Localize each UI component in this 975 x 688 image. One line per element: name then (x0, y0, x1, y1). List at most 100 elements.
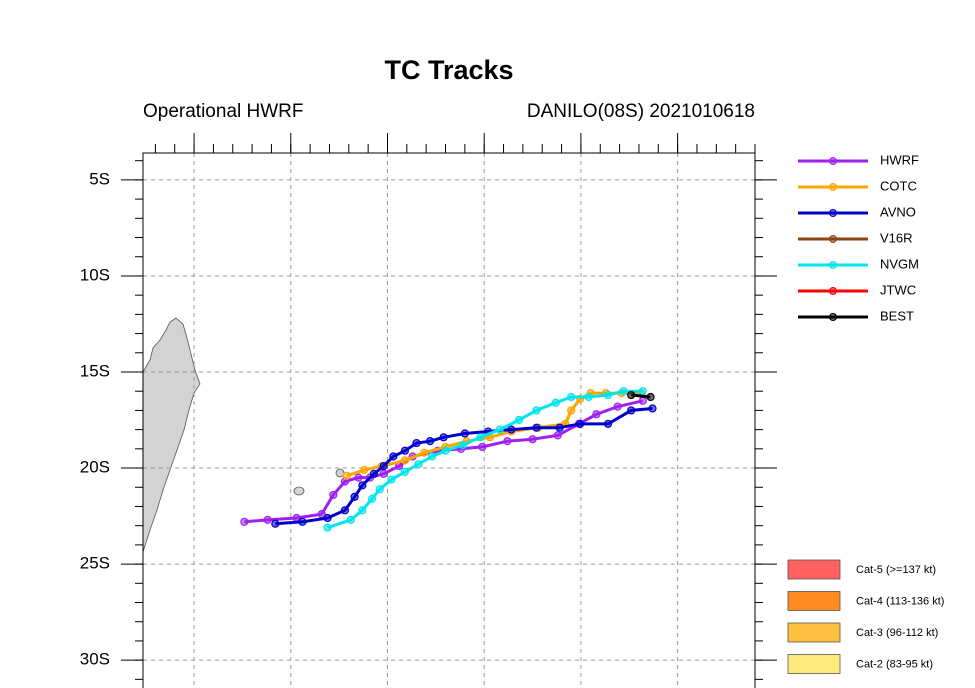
legend-label: AVNO (880, 204, 916, 219)
track-point (507, 425, 516, 434)
island (293, 486, 305, 496)
track-point (425, 437, 435, 446)
track-point (379, 462, 388, 471)
track-point (420, 448, 429, 457)
track-point (532, 423, 541, 432)
track-point (613, 402, 622, 411)
track-point (603, 419, 613, 428)
track-point (240, 517, 249, 526)
y-tick-label: 25S (80, 554, 110, 573)
intensity-label: Cat-3 (96-112 kt) (856, 627, 938, 639)
legend-label: JTWC (880, 282, 916, 297)
track-point (592, 410, 601, 419)
y-tick-label: 20S (80, 458, 110, 477)
intensity-swatch (787, 591, 841, 611)
track-point (627, 390, 636, 400)
track-point (619, 387, 628, 396)
track-point (346, 515, 355, 525)
track-point (528, 435, 537, 444)
legend-label: V16R (880, 230, 913, 245)
legend: HWRF COTC AVNO V16R NVGM JTWC BEST Cat-5 (>=137… (787, 152, 944, 674)
intensity-label: Cat-4 (113-136 kt) (856, 595, 944, 607)
track-point (555, 423, 564, 432)
track-point (400, 467, 409, 476)
legend-marker (829, 235, 837, 243)
intensity-swatch (787, 622, 841, 643)
track-point (478, 442, 487, 452)
intensity-label: Cat-2 (83-95 kt) (856, 658, 933, 670)
track-point (576, 419, 585, 428)
track-point (387, 475, 396, 484)
track-point (503, 437, 512, 446)
legend-marker (829, 157, 837, 165)
intensity-label: Cat-5 (>=137 kt) (856, 564, 936, 576)
legend-label: HWRF (880, 152, 919, 167)
track-point (495, 425, 504, 434)
track-point (412, 438, 421, 448)
track-point (375, 485, 384, 494)
track-point (263, 515, 272, 525)
intensity-swatch (787, 654, 841, 674)
subtitle-right: DANILO(08S) 2021010618 (527, 101, 755, 122)
tracks-layer (240, 387, 657, 532)
legend-label: NVGM (880, 256, 919, 271)
chart-title: TC Tracks (384, 55, 513, 85)
track-point (323, 513, 332, 523)
track-point (414, 460, 423, 469)
track-point (441, 446, 450, 455)
track-point (638, 387, 647, 396)
legend-label: BEST (880, 308, 914, 323)
track-point (553, 431, 562, 440)
track-point (514, 415, 524, 425)
track-point (603, 390, 613, 400)
track-point (350, 492, 359, 501)
track-point (360, 465, 369, 475)
track-point (342, 471, 351, 480)
y-tick-label: 30S (80, 650, 110, 669)
track-line (346, 391, 641, 478)
y-tick-label: 15S (80, 361, 110, 380)
track-point (627, 406, 636, 415)
intensity-swatch (787, 559, 841, 580)
legend-label: COTC (880, 178, 917, 193)
track-point (369, 469, 379, 478)
track-point (367, 494, 377, 503)
land (143, 317, 345, 553)
track-line (275, 407, 653, 526)
track-point (648, 404, 657, 413)
track-point (271, 519, 280, 528)
subtitle-left: Operational HWRF (143, 101, 304, 122)
track-point (379, 469, 388, 478)
y-tick-label: 10S (80, 265, 110, 284)
track-point (532, 406, 541, 415)
legend-marker (829, 287, 837, 295)
legend-marker (829, 183, 837, 191)
legend-marker (829, 209, 837, 217)
track-point (646, 392, 655, 402)
track-point (427, 452, 437, 461)
track-point (358, 481, 367, 490)
madagascar (143, 317, 201, 553)
track-point (638, 396, 647, 405)
grid-layer: 5S 10S 15S 20S 25S 30S (80, 133, 777, 688)
plot-frame (142, 152, 756, 688)
y-tick-label: 5S (89, 169, 110, 188)
legend-marker (829, 313, 837, 321)
track-point (567, 406, 576, 415)
track-point (298, 517, 307, 526)
track-point (323, 523, 332, 532)
track-line (244, 399, 644, 524)
track-point (584, 392, 593, 402)
track-point (389, 452, 398, 461)
track-point (551, 398, 560, 407)
legend-marker (829, 261, 837, 269)
track-point (354, 473, 363, 482)
track-point (340, 506, 350, 515)
track-point (458, 440, 468, 450)
track-point (567, 392, 576, 402)
track-point (460, 429, 469, 438)
track-point (358, 506, 367, 515)
track-point (476, 433, 485, 442)
